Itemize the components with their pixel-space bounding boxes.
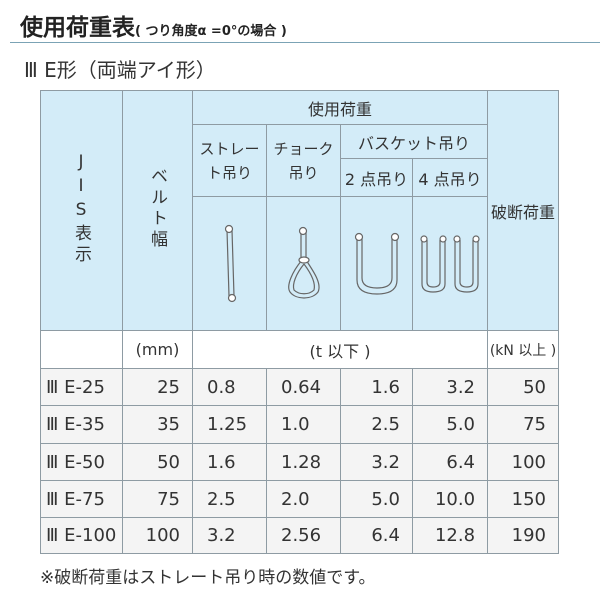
table-cell: 5.0 (340, 480, 413, 518)
table-cell: 100 (122, 517, 193, 554)
header-break: 破断荷重 (487, 90, 560, 331)
header-load: 使用荷重 (191, 90, 489, 125)
table-cell: 35 (122, 405, 193, 444)
basket-4point-icon (411, 196, 489, 331)
table-cell: 2.0 (266, 480, 341, 518)
table-row: Ⅲ E-50 50 1.6 1.28 3.2 6.4 100 (40, 443, 560, 481)
table-cell: 1.6 (340, 368, 413, 406)
table-cell: Ⅲ E-100 (40, 517, 123, 554)
table-cell: 100 (487, 443, 560, 481)
table-cell: 1.0 (266, 405, 341, 444)
table-cell: Ⅲ E-25 (40, 368, 123, 406)
table-cell: Ⅲ E-75 (40, 480, 123, 518)
table-cell: 50 (122, 443, 193, 481)
table-cell: 0.8 (192, 368, 267, 406)
table-cell: 3.2 (340, 443, 413, 481)
footnote: ※破断荷重はストレート吊り時の数値です。 (40, 568, 376, 588)
table-cell: 1.6 (192, 443, 267, 481)
header-jis: JIS表示 (40, 90, 123, 331)
table-row: Ⅲ E-25 25 0.8 0.64 1.6 3.2 50 (40, 368, 560, 406)
table-cell: 1.28 (266, 443, 341, 481)
header-straight: ストレート吊り (192, 124, 267, 197)
table-row: Ⅲ E-100 100 3.2 2.56 6.4 12.8 190 (40, 517, 560, 554)
table-cell: 25 (122, 368, 193, 406)
header-basket: バスケット吊り (339, 124, 489, 159)
divider (10, 42, 600, 43)
choke-sling-icon (266, 196, 341, 331)
table-cell: 75 (487, 405, 560, 444)
header-choke: チョーク吊り (266, 124, 341, 197)
table-cell: 50 (487, 368, 560, 406)
table-cell: 6.4 (340, 517, 413, 554)
basket-2point-icon (340, 196, 413, 331)
table-cell: 12.8 (411, 517, 489, 554)
table-cell: 75 (122, 480, 193, 518)
unit-load: (t 以下 ) (191, 330, 489, 369)
unit-blank (40, 330, 123, 369)
straight-sling-icon (192, 196, 267, 331)
table-cell: Ⅲ E-35 (40, 405, 123, 444)
unit-width: (mm) (122, 330, 193, 369)
header-width: ベルト幅 (122, 90, 193, 331)
header-width-label: ベルト幅 (147, 166, 167, 251)
load-table: JIS表示 ベルト幅 使用荷重 破断荷重 ストレート吊り チョーク吊り バスケッ… (40, 90, 560, 554)
unit-break: (kN 以上 ) (487, 330, 560, 369)
table-cell: 10.0 (411, 480, 489, 518)
table-row: Ⅲ E-75 75 2.5 2.0 5.0 10.0 150 (40, 480, 560, 518)
header-jis-label: JIS表示 (71, 151, 91, 266)
table-cell: 3.2 (192, 517, 267, 554)
table-cell: 1.25 (192, 405, 267, 444)
title-text: 使用荷重表 (20, 15, 135, 41)
table-cell: 2.5 (192, 480, 267, 518)
header-two-point: 2 点吊り (340, 158, 413, 197)
table-cell: 0.64 (266, 368, 341, 406)
subtitle: Ⅲ E形（両端アイ形） (24, 58, 216, 82)
table-cell: 190 (487, 517, 560, 554)
title-note: ( つり角度α =0°の場合 ) (135, 24, 287, 39)
table-cell: 6.4 (411, 443, 489, 481)
table-cell: 3.2 (411, 368, 489, 406)
page-title: 使用荷重表( つり角度α =0°の場合 ) (20, 8, 287, 42)
table-cell: 2.56 (266, 517, 341, 554)
table-cell: 150 (487, 480, 560, 518)
table-cell: 5.0 (411, 405, 489, 444)
header-four-point: 4 点吊り (411, 158, 489, 197)
table-cell: Ⅲ E-50 (40, 443, 123, 481)
table-row: Ⅲ E-35 35 1.25 1.0 2.5 5.0 75 (40, 405, 560, 444)
table-cell: 2.5 (340, 405, 413, 444)
